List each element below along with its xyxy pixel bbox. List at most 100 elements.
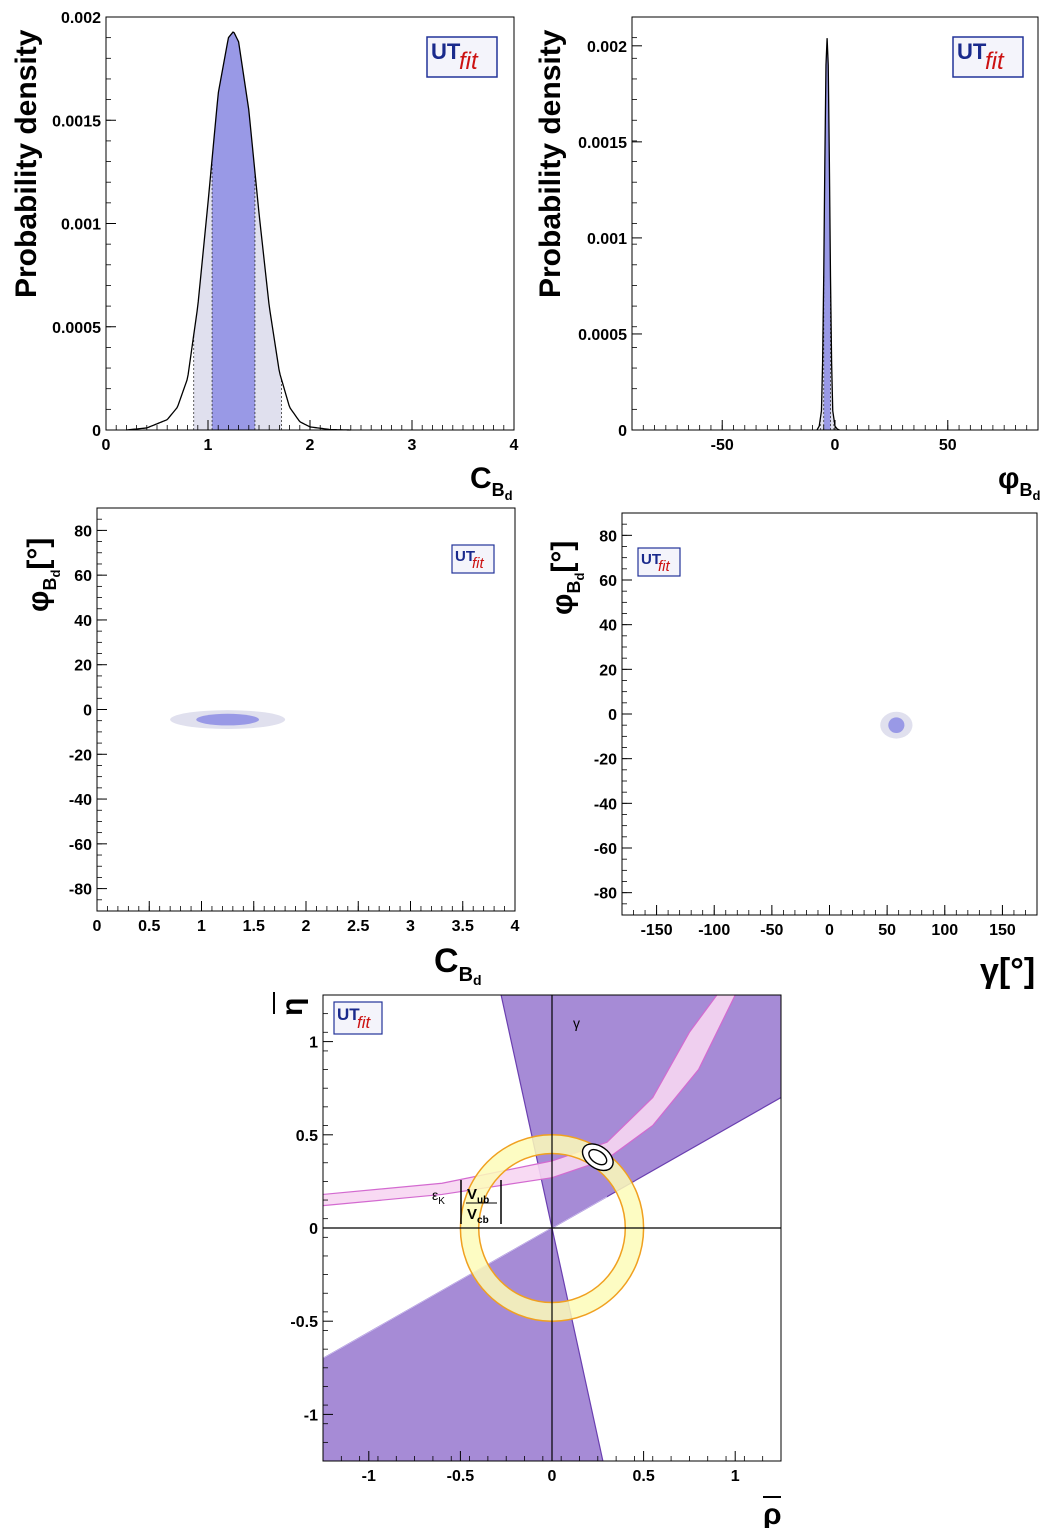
p4-ytick-label: -20: [594, 752, 617, 769]
gamma-wedge-lower: [323, 1228, 603, 1461]
epsk-band-upper-edge: [323, 995, 718, 1196]
fit-contour-68: [588, 1148, 608, 1166]
p4-ytick-label: 0: [608, 707, 617, 724]
p3-xtick-label: 0.5: [138, 918, 160, 935]
gamma-center-line: [323, 1196, 608, 1359]
panel-phibd-density: -50 0 50 0 0.0005 0.001 0.0015 0.002 Probabilit…: [534, 16, 1040, 503]
p5-ytick-label: 1: [309, 1035, 318, 1052]
p5-logo-fit: fit: [357, 1013, 372, 1032]
label-vub: Vub: [467, 1186, 489, 1206]
p5-ytick-label: 0.5: [296, 1128, 318, 1145]
p3-xtick-label: 3.5: [452, 918, 474, 935]
p2-xlabel: φBd: [998, 462, 1040, 503]
p3-ytick-label: -60: [69, 837, 92, 854]
p3-ytick-label: 60: [74, 568, 92, 585]
p5-xtick-label: 0.5: [632, 1468, 654, 1485]
p4-ytick-label: 60: [599, 573, 617, 590]
p4-ytick-label: -60: [594, 841, 617, 858]
p5-xtick-label: 0: [548, 1468, 557, 1485]
p5-logo-ut: UT: [337, 1005, 360, 1024]
panel-phi-vs-gamma: -150 -100 -50 0 50 100 150 -80 -60 -40 -20 0 20 40 60 8…: [546, 512, 1038, 990]
p1-xtick-label: 2: [306, 437, 315, 454]
p1-ytick-label: 0.0015: [52, 113, 101, 130]
p1-logo: UT fit: [426, 36, 498, 78]
p3-logo-ut: UT: [455, 548, 475, 565]
p1-ytick-label: 0.001: [61, 217, 101, 234]
p1-xlabel: CBd: [470, 462, 513, 503]
p5-xtick-label: -0.5: [447, 1468, 475, 1485]
p4-ytick-label: -80: [594, 886, 617, 903]
p1-frame: [105, 16, 515, 431]
p3-xtick-label: 2.5: [347, 918, 369, 935]
p1-xtick-label: 0: [102, 437, 111, 454]
p4-xtick-label: 0: [825, 922, 834, 939]
p3-xtick-label: 0: [93, 918, 102, 935]
p4-logo: UT fit: [637, 547, 681, 577]
p2-logo-ut: UT: [957, 39, 987, 64]
p1-ytick-label: 0: [92, 423, 101, 440]
p3-ylabel: φBd[°]: [22, 538, 63, 612]
p3-region-68: [196, 713, 259, 726]
p2-ytick-label: 0.0015: [578, 135, 627, 152]
p4-xtick-label: 50: [878, 922, 896, 939]
p4-ytick-label: 80: [599, 528, 617, 545]
p4-ytick-label: -40: [594, 796, 617, 813]
p1-xtick-label: 4: [510, 437, 519, 454]
p3-xtick-label: 4: [511, 918, 520, 935]
p1-xtick-label: 1: [204, 437, 213, 454]
label-vcb: Vcb: [467, 1206, 489, 1226]
label-gamma: γ: [573, 1015, 580, 1031]
p2-frame: [631, 16, 1039, 431]
p5-ytick-label: -0.5: [290, 1314, 318, 1331]
p4-frame: [621, 512, 1038, 916]
p4-region-68: [888, 717, 905, 733]
p2-ytick-label: 0.002: [587, 39, 627, 56]
p3-ytick-label: -20: [69, 747, 92, 764]
p3-ytick-label: 20: [74, 658, 92, 675]
label-vub-vcb: Vub Vcb: [460, 1180, 502, 1226]
p1-xtick-label: 3: [408, 437, 417, 454]
p2-ytick-label: 0.0005: [578, 327, 627, 344]
p4-ytick-label: 20: [599, 662, 617, 679]
p4-ylabel: φBd[°]: [546, 541, 587, 615]
p2-ytick-label: 0.001: [587, 231, 627, 248]
p5-ytick-label: -1: [304, 1407, 318, 1424]
p3-ytick-label: 40: [74, 613, 92, 630]
p4-logo-fit: fit: [658, 558, 671, 575]
p1-band-68: [212, 31, 255, 431]
p2-ytick-label: 0: [618, 423, 627, 440]
p3-xtick-label: 3: [406, 918, 415, 935]
p3-ytick-label: -40: [69, 792, 92, 809]
p3-xtick-label: 2: [302, 918, 311, 935]
p3-xlabel: CBd: [434, 942, 482, 988]
p1-ytick-label: 0.002: [61, 10, 101, 27]
p3-logo-fit: fit: [472, 555, 485, 572]
p4-xtick-label: -50: [760, 922, 783, 939]
p1-ytick-label: 0.0005: [52, 320, 101, 337]
p3-ytick-label: 80: [74, 523, 92, 540]
p3-ytick-label: 0: [83, 703, 92, 720]
p5-xtick-label: -1: [362, 1468, 376, 1485]
p4-xtick-label: -150: [641, 922, 673, 939]
panel-phi-vs-cbd: 0 0.5 1 1.5 2 2.5 3 3.5 4 -80 -60 -40 -20 0 20 40 60 80 φ…: [22, 507, 520, 988]
epsk-band: [323, 995, 736, 1206]
panel-rho-eta: -1 -0.5 0 0.5 1-1-0.500.51 η ρ γ εK Vub Vcb …: [273, 992, 782, 1528]
p1-logo-fit: fit: [459, 48, 479, 75]
p2-ylabel: Probability density: [534, 29, 567, 298]
p3-xtick-label: 1: [197, 918, 206, 935]
p3-logo: UT fit: [451, 544, 495, 574]
p4-xtick-label: -100: [698, 922, 730, 939]
p5-ylabel: η: [276, 998, 309, 1016]
p4-xtick-label: 100: [931, 922, 958, 939]
p4-logo-ut: UT: [641, 551, 661, 568]
p2-xtick-label: 50: [939, 437, 957, 454]
p1-density-curve: [126, 31, 351, 431]
p4-xtick-label: 150: [989, 922, 1016, 939]
p3-xtick-label: 1.5: [243, 918, 265, 935]
p5-ytick-label: 0: [309, 1221, 318, 1238]
p2-xtick-label: 0: [831, 437, 840, 454]
panel-cbd-density: 0 1 2 3 4 0 0.0005 0.001 0.0015 0.002 Probability…: [10, 10, 519, 503]
p5-logo: UT fit: [333, 1001, 383, 1035]
label-epsk: εK: [432, 1187, 445, 1207]
